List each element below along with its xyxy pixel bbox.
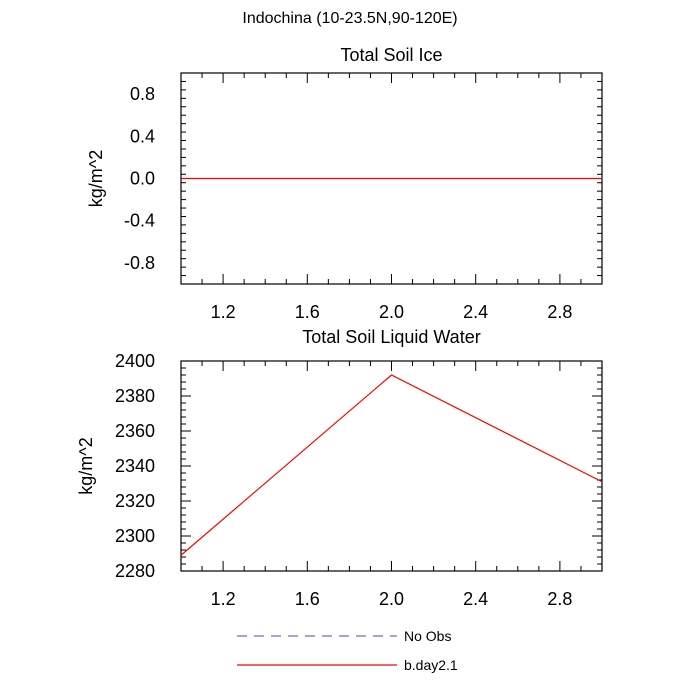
y-tick-label: 0.8 [130,84,155,104]
chart-panel-2: Total Soil Liquid Water kg/m^2 1.2 1.6 2.0 2.… [76,327,603,609]
chart-panel-1: Total Soil Ice kg/m^2 1.2 1.6 2.0 2.4 2.8 0.8 0.… [86,45,603,322]
x-tick-label: 2.8 [547,302,572,322]
x-tick-label: 1.2 [211,589,236,609]
x-tick-label: 2.0 [379,589,404,609]
y-tick-label: 2320 [115,491,155,511]
legend-label: No Obs [404,628,451,644]
x-tick-label: 1.2 [211,302,236,322]
legend-label: b.day2.1 [404,657,458,673]
series-line [180,374,603,556]
chart-title: Total Soil Liquid Water [302,327,480,347]
page-title: Indochina (10-23.5N,90-120E) [242,10,458,27]
y-tick-label: 0.0 [130,169,155,189]
y-axis-label: kg/m^2 [76,437,96,494]
x-tick-label: 2.4 [463,302,488,322]
plot-frame [180,360,603,572]
y-tick-label: 2400 [115,351,155,371]
x-tick-label: 2.4 [463,589,488,609]
y-tick-label: 2280 [115,561,155,581]
x-tick-label: 2.8 [547,589,572,609]
y-tick-label: 0.4 [130,126,155,146]
chart-title: Total Soil Ice [340,45,442,65]
x-tick-label: 1.6 [295,589,320,609]
legend: No Obs b.day2.1 [237,628,458,673]
y-tick-label: -0.8 [124,253,155,273]
y-tick-label: -0.4 [124,211,155,231]
y-tick-label: 2300 [115,526,155,546]
y-tick-label: 2360 [115,421,155,441]
y-tick-label: 2380 [115,386,155,406]
x-tick-label: 1.6 [295,302,320,322]
y-tick-label: 2340 [115,456,155,476]
y-axis-label: kg/m^2 [86,150,106,207]
x-tick-label: 2.0 [379,302,404,322]
